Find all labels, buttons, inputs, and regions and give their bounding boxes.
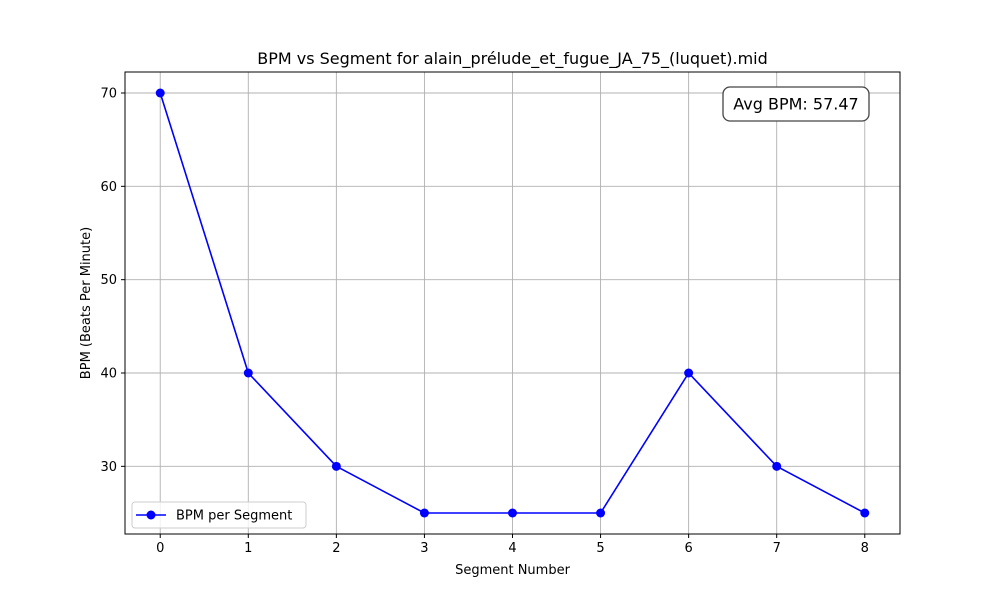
y-tick-label: 40 (100, 367, 117, 382)
legend-label: BPM per Segment (176, 509, 292, 524)
chart-title: BPM vs Segment for alain_prélude_et_fugu… (257, 49, 768, 69)
data-point (243, 368, 253, 378)
data-point (331, 461, 341, 471)
x-tick-label: 3 (420, 541, 428, 556)
y-tick-label: 70 (100, 87, 117, 102)
x-tick-label: 2 (332, 541, 340, 556)
data-point (684, 368, 694, 378)
x-tick-label: 8 (861, 541, 869, 556)
x-tick-label: 6 (684, 541, 692, 556)
data-point (155, 88, 165, 98)
y-tick-label: 30 (100, 460, 117, 475)
annotation-box (722, 86, 870, 122)
data-point (772, 461, 782, 471)
x-tick-label: 5 (596, 541, 604, 556)
y-tick-label: 60 (100, 180, 117, 195)
x-axis-label: Segment Number (455, 563, 571, 578)
legend-marker (146, 510, 156, 520)
data-point (860, 508, 870, 518)
annotation-text: Avg BPM: 57.47 (733, 95, 858, 114)
x-tick-label: 4 (508, 541, 516, 556)
data-point (508, 508, 517, 518)
grid-lines (125, 72, 900, 534)
x-tick-label: 7 (773, 541, 781, 556)
plot-frame (124, 71, 901, 535)
legend: BPM per Segment (131, 501, 307, 529)
data-point (596, 508, 606, 518)
x-tick-label: 0 (156, 541, 164, 556)
series-group (155, 88, 870, 518)
axis-ticks: 0 1 2 3 4 5 6 7 8 30 40 50 60 70 (100, 87, 868, 557)
y-tick-label: 50 (100, 273, 117, 288)
x-tick-label: 1 (244, 541, 252, 556)
y-axis-label: BPM (Beats Per Minute) (79, 227, 94, 379)
data-point (419, 508, 429, 518)
legend-box (131, 501, 307, 529)
avg-bpm-annotation: Avg BPM: 57.47 (722, 86, 870, 122)
